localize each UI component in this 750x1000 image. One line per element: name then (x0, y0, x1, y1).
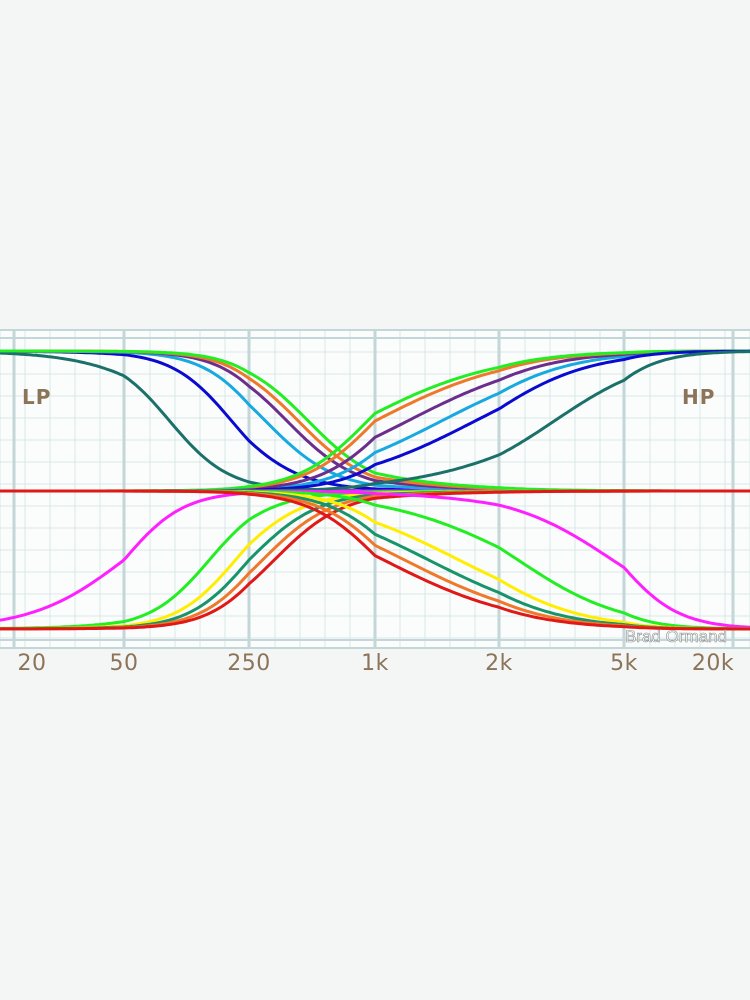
x-tick-label: 5k (610, 651, 638, 676)
x-tick-label: 20k (692, 651, 734, 676)
x-tick-label: 1k (361, 651, 389, 676)
x-axis-tick-labels: 20 50 250 1k 2k 5k 20k (18, 651, 734, 676)
x-tick-label: 20 (18, 651, 47, 676)
filter-curves (0, 349, 750, 631)
x-tick-label: 2k (485, 651, 513, 676)
credit-text: Brad Ormand (625, 627, 727, 646)
x-tick-label: 250 (227, 651, 271, 676)
band-label-hp: HP (682, 385, 715, 409)
x-tick-label: 50 (110, 651, 139, 676)
band-label-lp: LP (22, 385, 51, 409)
series-line-lowpass-23 (0, 489, 750, 631)
series-line-highpass-11 (0, 489, 750, 631)
